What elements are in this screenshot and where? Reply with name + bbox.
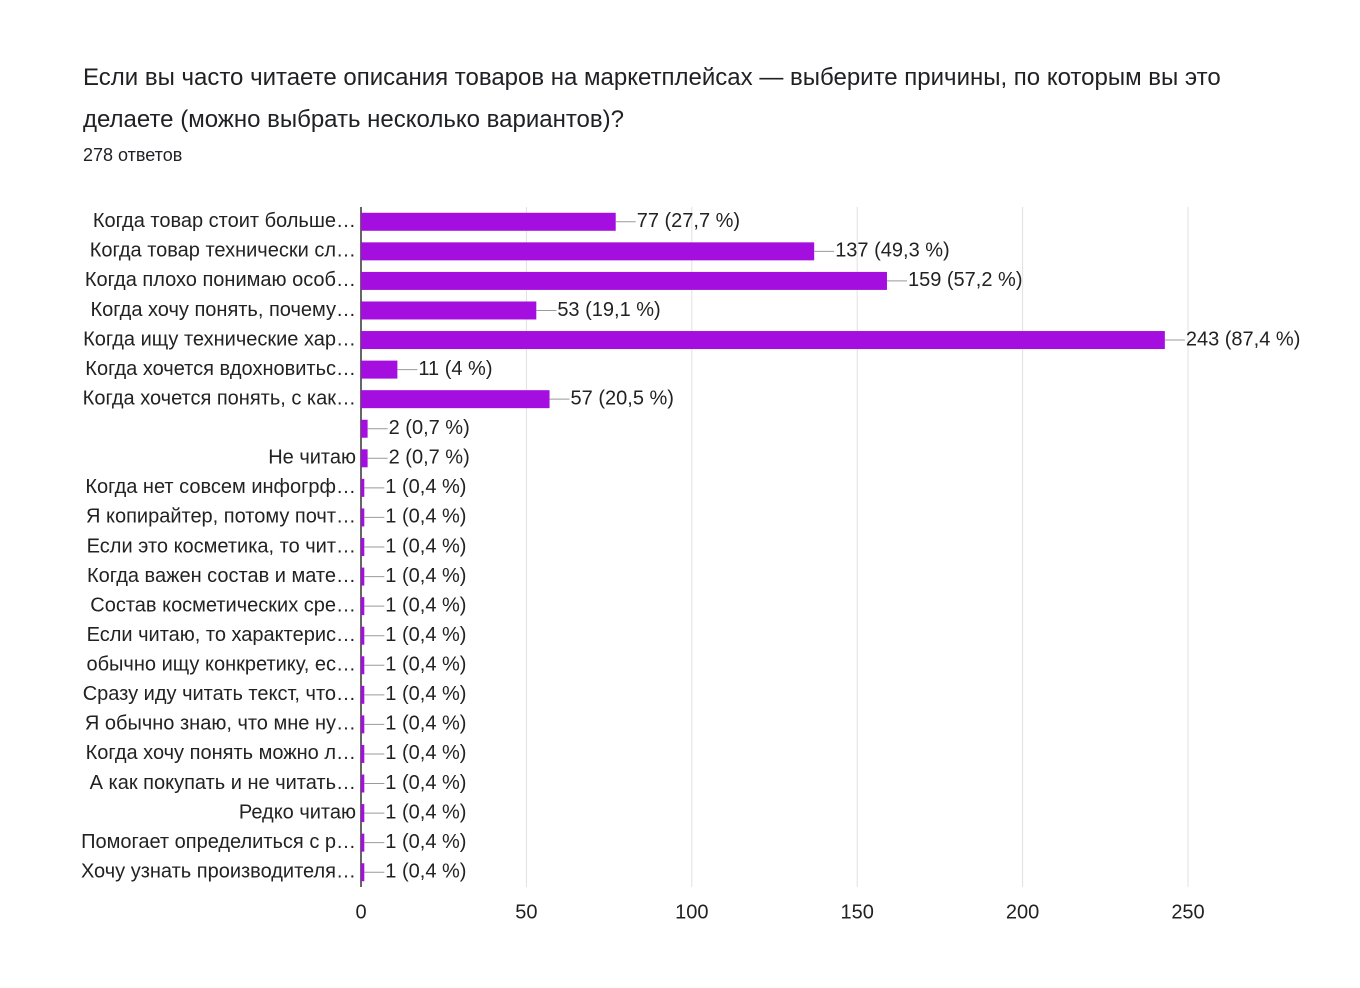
value-label: 1 (0,4 %)	[385, 624, 466, 646]
y-tick-label: Редко читаю	[239, 801, 356, 823]
y-tick-label: Если читаю, то характерис…	[87, 624, 356, 646]
value-label: 1 (0,4 %)	[385, 713, 466, 735]
bar	[361, 478, 365, 497]
value-label: 1 (0,4 %)	[385, 772, 466, 794]
y-tick-label: Когда важен состав и мате…	[87, 565, 356, 587]
bar	[361, 331, 1165, 350]
y-tick-label: обычно ищу конкретику, ес…	[86, 654, 356, 676]
chart-subtitle: 278 ответов	[83, 145, 183, 165]
y-tick-label: Я копирайтер, потому почт…	[86, 506, 356, 528]
bar	[361, 449, 368, 468]
y-tick-label: Когда плохо понимаю особ…	[85, 269, 356, 291]
y-tick-label: Хочу узнать производителя…	[81, 860, 356, 882]
y-tick-label: А как покупать и не читать…	[90, 772, 356, 794]
bar	[361, 271, 887, 290]
value-label: 1 (0,4 %)	[385, 742, 466, 764]
bar	[361, 656, 365, 675]
bar	[361, 863, 365, 882]
chart-title: Если вы часто читаете описания товаров н…	[83, 64, 1221, 133]
y-tick-label: Когда хочется вдохновитьс…	[85, 358, 356, 380]
bar	[361, 538, 365, 556]
value-label: 1 (0,4 %)	[385, 831, 466, 853]
value-label: 1 (0,4 %)	[385, 506, 466, 528]
value-label: 159 (57,2 %)	[908, 269, 1023, 291]
y-tick-label: Когда товар технически сл…	[90, 240, 356, 262]
value-label: 1 (0,4 %)	[385, 535, 466, 557]
value-label: 53 (19,1 %)	[557, 299, 660, 321]
bar	[361, 715, 365, 734]
value-label: 57 (20,5 %)	[571, 387, 674, 409]
value-label: 1 (0,4 %)	[385, 594, 466, 616]
bar	[361, 833, 365, 852]
y-tick-label: Если это косметика, то чит…	[87, 535, 356, 557]
y-tick-label: Когда ищу технические хар…	[83, 328, 356, 350]
bar	[361, 744, 365, 763]
bar	[361, 360, 398, 379]
value-label: 243 (87,4 %)	[1186, 328, 1301, 350]
value-label: 1 (0,4 %)	[385, 476, 466, 498]
value-label: 1 (0,4 %)	[385, 801, 466, 823]
bar	[361, 804, 365, 823]
bar	[361, 774, 365, 793]
y-tick-label: Я обычно знаю, что мне ну…	[85, 713, 356, 735]
y-tick-label: Когда хочу понять, почему…	[90, 299, 356, 321]
bar	[361, 597, 365, 616]
bar	[361, 390, 550, 409]
y-tick-label: Когда хочется понять, с как…	[83, 387, 356, 409]
value-label: 1 (0,4 %)	[385, 565, 466, 587]
y-tick-label: Не читаю	[268, 447, 356, 469]
y-tick-label: Когда хочу понять можно л…	[86, 742, 356, 764]
bar	[361, 242, 815, 261]
bar	[361, 626, 365, 645]
bar	[361, 567, 365, 586]
bar	[361, 212, 616, 231]
value-label: 11 (4 %)	[418, 358, 492, 380]
value-label: 1 (0,4 %)	[385, 860, 466, 882]
value-label: 1 (0,4 %)	[385, 654, 466, 676]
bar	[361, 301, 537, 320]
x-tick-label: 250	[1171, 901, 1204, 923]
y-tick-label: Сразу иду читать текст, что…	[83, 683, 356, 705]
value-label: 2 (0,7 %)	[389, 417, 470, 439]
x-tick-label: 0	[355, 901, 366, 923]
bar	[361, 508, 365, 527]
bar	[361, 685, 365, 704]
bar	[361, 419, 368, 438]
y-tick-label: Когда нет совсем инфогрф…	[85, 476, 356, 498]
value-label: 2 (0,7 %)	[389, 447, 470, 469]
y-tick-label: Состав косметических сре…	[90, 594, 356, 616]
y-tick-label: Когда товар стоит больше…	[93, 210, 356, 232]
x-tick-label: 200	[1006, 901, 1039, 923]
x-tick-label: 50	[515, 901, 537, 923]
x-tick-label: 150	[841, 901, 874, 923]
x-tick-label: 100	[675, 901, 708, 923]
value-label: 77 (27,7 %)	[637, 210, 740, 232]
value-label: 1 (0,4 %)	[385, 683, 466, 705]
value-label: 137 (49,3 %)	[835, 240, 950, 262]
y-tick-label: Помогает определиться с р…	[81, 831, 356, 853]
